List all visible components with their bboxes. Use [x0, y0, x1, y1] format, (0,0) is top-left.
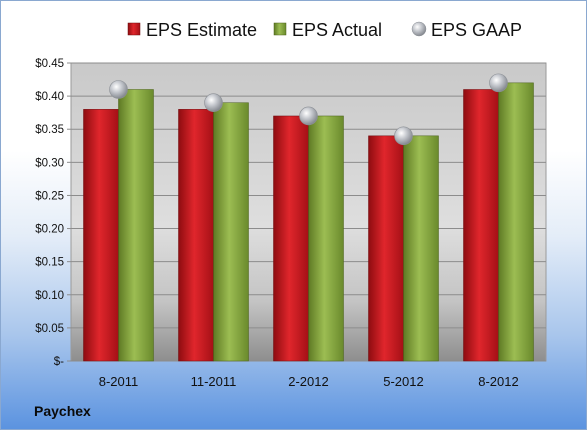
marker-eps-gaap — [204, 93, 223, 113]
legend-label: EPS GAAP — [431, 20, 522, 40]
bar-eps-estimate — [463, 89, 499, 362]
legend-swatch — [411, 21, 427, 37]
legend-item-eps-estimate: EPS Estimate — [127, 20, 257, 40]
legend-label: EPS Actual — [292, 20, 382, 40]
y-tick-label: $0.20 — [35, 224, 64, 236]
x-category-label: 8-2011 — [99, 374, 139, 389]
legend: EPS Estimate EPS Actual EPS GAAP — [127, 20, 522, 40]
bar-eps-actual — [498, 82, 534, 362]
y-tick-label: $0.25 — [35, 190, 64, 202]
x-category-label: 11-2011 — [191, 374, 237, 389]
bar-eps-actual — [403, 135, 439, 362]
legend-label: EPS Estimate — [146, 20, 257, 40]
y-tick-label: $0.35 — [35, 124, 64, 136]
legend-swatch — [127, 22, 141, 36]
marker-eps-gaap — [109, 80, 128, 99]
bar-eps-estimate — [178, 109, 214, 362]
marker-eps-gaap — [489, 73, 508, 93]
x-axis-categories: 8-2011 11-2011 2-2012 5-2012 8-2012 — [99, 374, 519, 389]
legend-swatch — [273, 22, 287, 36]
y-tick-label: $- — [54, 356, 64, 368]
marker-eps-gaap — [394, 126, 413, 146]
x-category-label: 8-2012 — [478, 374, 518, 389]
x-category-label: 5-2012 — [383, 374, 423, 389]
bar-eps-estimate — [83, 109, 119, 362]
legend-item-eps-actual: EPS Actual — [273, 20, 382, 40]
bar-eps-estimate — [273, 115, 309, 362]
bar-eps-estimate — [368, 135, 404, 362]
y-axis-ticks: $- $0.05 $0.10 $0.15 $0.20 $0.25 $0.30 $0.35 $0.… — [35, 58, 71, 368]
y-tick-label: $0.40 — [35, 91, 64, 103]
y-tick-label: $0.05 — [35, 323, 64, 335]
gaap-markers — [109, 73, 508, 146]
bar-eps-actual — [308, 115, 344, 362]
bars — [83, 82, 534, 362]
company-label: Paychex — [34, 403, 91, 419]
legend-item-eps-gaap: EPS GAAP — [411, 20, 522, 40]
y-tick-label: $0.45 — [35, 58, 64, 70]
bar-eps-actual — [118, 89, 154, 362]
x-category-label: 2-2012 — [288, 374, 328, 389]
bar-eps-actual — [213, 102, 249, 362]
y-tick-label: $0.10 — [35, 290, 64, 302]
marker-eps-gaap — [299, 106, 318, 126]
y-tick-label: $0.30 — [35, 157, 64, 169]
y-tick-label: $0.15 — [35, 257, 64, 269]
